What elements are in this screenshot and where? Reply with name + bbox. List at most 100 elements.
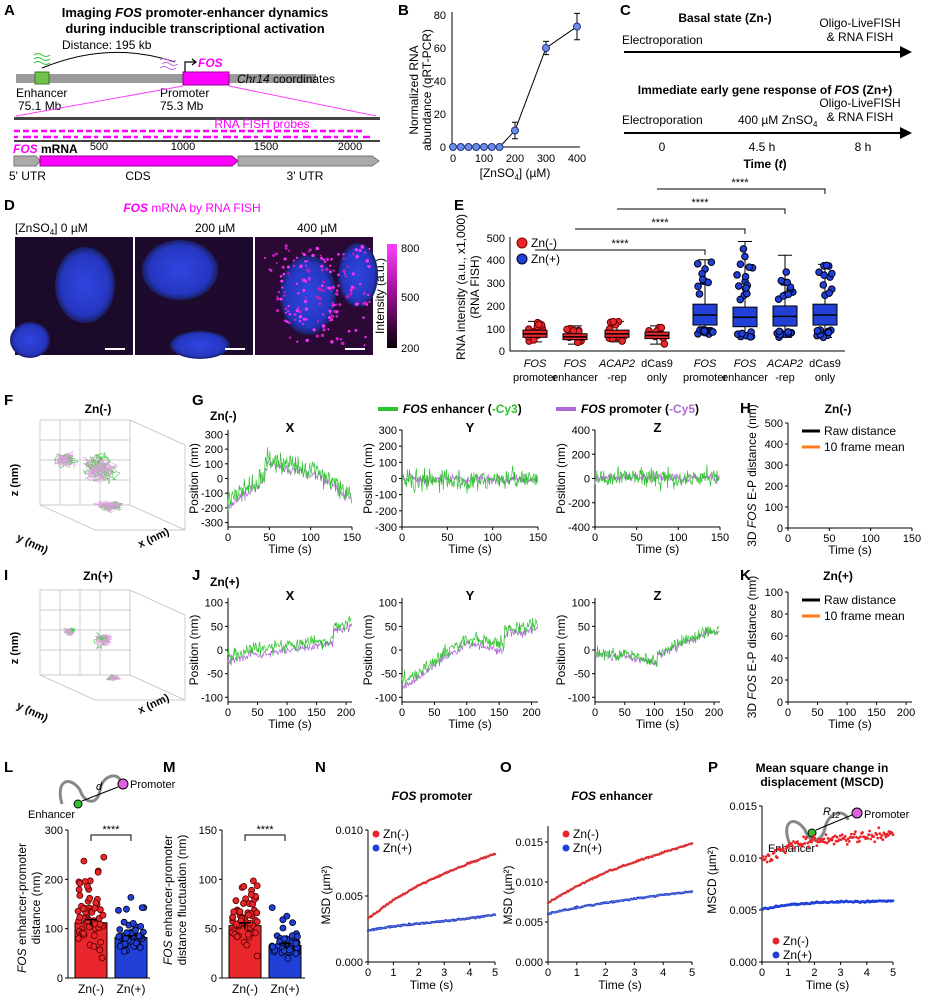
panel-a-title-line1: Imaging FOS promoter-enhancer dynamics bbox=[62, 5, 329, 20]
panel-d-punctum bbox=[323, 290, 326, 293]
panel-g-ytick-label: -300 bbox=[201, 518, 223, 530]
panel-k-ytick-label: 40 bbox=[771, 653, 783, 665]
panel-j-xtick-label: 50 bbox=[251, 707, 263, 719]
panel-p-xtick-label: 1 bbox=[785, 967, 791, 979]
panel-d-punctum bbox=[283, 257, 287, 261]
panel-g-axis-title: X bbox=[286, 420, 295, 435]
panel-n-ylabel: MSD (µm²) bbox=[319, 866, 333, 925]
panel-e-boxes bbox=[522, 241, 838, 348]
panel-m-point bbox=[279, 924, 287, 932]
panel-e-outlier bbox=[825, 289, 833, 297]
panel-e-outlier bbox=[777, 276, 786, 285]
panel-m-point bbox=[247, 891, 255, 898]
panel-j-ytick-label: -100 bbox=[375, 692, 397, 704]
panel-m-point bbox=[232, 897, 240, 905]
panel-l-chromatin-cartoon bbox=[58, 774, 124, 805]
panel-d-punctum bbox=[299, 265, 303, 269]
panel-d-punctum bbox=[295, 256, 298, 259]
panel-e-cat-label-bottom: promoter bbox=[513, 372, 557, 384]
panel-p-xtick-label: 0 bbox=[759, 967, 765, 979]
panel-b-ylabel-1: Normalized RNA bbox=[407, 45, 421, 134]
panel-a-enhancer-pos: 75.1 Mb bbox=[18, 99, 62, 113]
panel-d-punctum bbox=[317, 287, 322, 291]
panel-g-ytick-label: 400 bbox=[572, 425, 590, 437]
panel-a-tick-1500: 1500 bbox=[254, 141, 278, 153]
panel-d-punctum bbox=[355, 255, 359, 259]
panel-j-ytick-label: 100 bbox=[572, 598, 590, 610]
panel-d-punctum bbox=[274, 252, 278, 256]
panel-o-fit-pos bbox=[547, 891, 693, 915]
panel-p-axes bbox=[761, 806, 893, 963]
panel-p-title-1: Mean square change in bbox=[756, 761, 889, 775]
panel-p-plot: 0.000 0.005 0.010 0.015 0 1 2 3 4 5 Time (s) Zn(-)Z… bbox=[729, 801, 896, 992]
panel-f-title: Zn(-) bbox=[85, 402, 112, 416]
panel-e-outlier bbox=[742, 284, 750, 292]
panel-e-outlier bbox=[739, 245, 748, 253]
panel-d-punctum bbox=[320, 333, 325, 338]
panel-b-point bbox=[472, 143, 481, 151]
panel-d-punctum bbox=[284, 244, 288, 248]
panel-e-outlier bbox=[736, 260, 745, 268]
panel-m-point bbox=[292, 939, 300, 947]
panel-d-concentration-label: [ZnSO4] 0 µM bbox=[15, 221, 88, 237]
panel-e-cat-label-bottom: -rep bbox=[775, 372, 795, 384]
panel-n-legend-pos: Zn(+) bbox=[383, 841, 412, 855]
panel-d-punctum bbox=[333, 309, 337, 314]
panel-e-ylabel-1: RNA intensity (a.u., x1,000) bbox=[454, 214, 468, 360]
panel-n-xtick-label: 4 bbox=[467, 967, 473, 979]
panel-a-mrna-label: FOS mRNA bbox=[13, 142, 78, 156]
panel-m-ytick-label: 100 bbox=[199, 874, 217, 886]
panel-d-punctum bbox=[305, 338, 309, 342]
panel-p-point-neg bbox=[773, 848, 777, 852]
panel-j-enhancer-trace bbox=[594, 626, 720, 667]
panel-n-legend-pos-marker bbox=[372, 844, 380, 852]
panel-l-cat-label: Zn(-) bbox=[78, 982, 104, 996]
panel-d-punctum bbox=[302, 288, 306, 292]
panel-b-point bbox=[511, 126, 519, 135]
panel-l-point bbox=[96, 906, 104, 914]
panel-e-significance: **** **** **** **** bbox=[535, 177, 826, 255]
panel-j-condition: Zn(+) bbox=[210, 575, 240, 589]
panel-p-point-neg bbox=[783, 851, 787, 855]
panel-o-xlabel: Time (s) bbox=[598, 978, 642, 992]
panel-p-point-neg bbox=[878, 832, 882, 836]
panel-m-sig-bracket bbox=[244, 834, 286, 841]
panel-j-ytick-label: -100 bbox=[568, 692, 590, 704]
panel-d-punctum bbox=[298, 309, 302, 314]
panel-l-d-arrow bbox=[81, 786, 119, 802]
panel-p-legend-pos-marker bbox=[772, 951, 780, 959]
panel-k-ytick-label: 20 bbox=[771, 675, 783, 687]
panel-d-image-400um bbox=[255, 237, 378, 355]
panel-e-outlier bbox=[819, 281, 828, 289]
panel-e-cat-label-top: FOS bbox=[694, 358, 717, 370]
panel-e: E RNA intensity (a.u., x1,000) (RNA FISH… bbox=[454, 177, 845, 384]
panel-p-point-neg bbox=[815, 844, 819, 848]
panel-p-point-neg bbox=[810, 840, 814, 844]
panel-d-punctum bbox=[287, 304, 290, 308]
panel-n-ytick-label: 0.000 bbox=[335, 957, 363, 969]
panel-e-outlier bbox=[813, 327, 822, 335]
panel-b-point bbox=[495, 143, 504, 151]
panel-n-ytick-label: 0.010 bbox=[335, 825, 363, 837]
panel-m-point bbox=[233, 933, 241, 941]
panel-d-punctum bbox=[287, 310, 290, 313]
panel-i-3d-box bbox=[39, 589, 186, 701]
panel-m-point bbox=[292, 950, 300, 957]
panel-d-punctum bbox=[350, 285, 354, 289]
panel-b-xtick-300: 300 bbox=[537, 153, 555, 165]
panel-e-axes bbox=[509, 237, 845, 352]
panel-e-legend-neg-marker bbox=[516, 237, 528, 249]
panel-c-electro-1: Electroporation bbox=[622, 33, 703, 47]
panel-l-point bbox=[80, 929, 88, 937]
panel-b-point bbox=[464, 143, 473, 151]
panel-p-point-neg bbox=[884, 835, 888, 839]
panel-d-punctum bbox=[315, 295, 319, 299]
panel-e-sig-3: **** bbox=[691, 197, 709, 209]
panel-d-punctum bbox=[342, 269, 346, 273]
panel-f-trajectory bbox=[92, 501, 124, 513]
panel-d-punctum bbox=[286, 265, 290, 269]
panel-p-point-pos bbox=[891, 899, 895, 903]
panel-d-punctum bbox=[353, 286, 356, 290]
panel-c: C Basal state (Zn-) Electroporation Olig… bbox=[620, 2, 912, 171]
panel-m-point bbox=[253, 952, 261, 960]
